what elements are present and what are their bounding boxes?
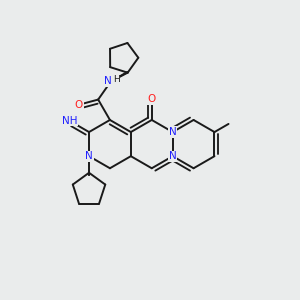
Text: N: N: [169, 151, 176, 161]
Text: NH: NH: [61, 116, 77, 126]
Text: O: O: [148, 94, 156, 104]
Text: H: H: [113, 75, 119, 84]
Text: N: N: [169, 127, 176, 137]
Text: O: O: [75, 100, 83, 110]
Text: N: N: [85, 151, 93, 161]
Text: N: N: [104, 76, 112, 86]
